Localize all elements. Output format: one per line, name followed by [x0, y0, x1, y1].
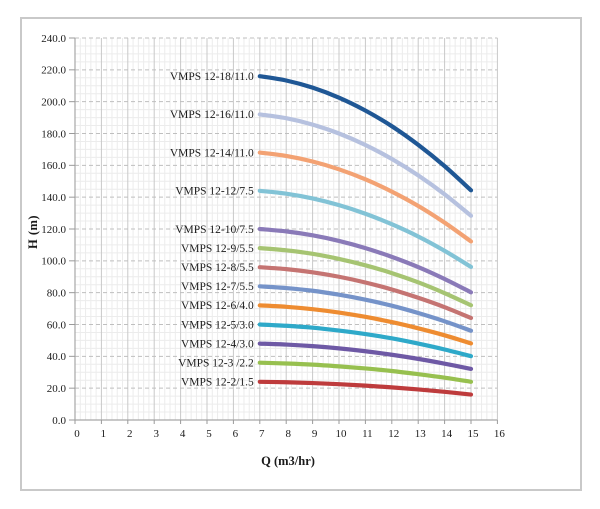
- curve-vmps-12-4-3-0: [257, 341, 474, 372]
- curve-vmps-12-18-11-0: [257, 74, 474, 193]
- series-label-vmps-12-6-4-0: VMPS 12-6/4.0: [181, 300, 254, 312]
- x-tick-label: 7: [259, 428, 265, 440]
- y-tick-label: 140.0: [41, 192, 66, 204]
- x-tick-label: 6: [233, 428, 239, 440]
- y-tick-label: 180.0: [41, 128, 66, 140]
- x-tick-label: 3: [153, 428, 159, 440]
- x-axis-title: Q (m3/hr): [261, 454, 315, 468]
- y-tick-label: 60.0: [47, 319, 67, 331]
- x-tick-label: 8: [285, 428, 291, 440]
- series-label-vmps-12-10-7-5: VMPS 12-10/7.5: [175, 224, 254, 236]
- curve-vmps-12-9-5-5: [257, 246, 474, 308]
- curve-vmps-12-14-11-0: [257, 150, 474, 244]
- y-tick-label: 0.0: [52, 415, 66, 427]
- series-label-vmps-12-7-5-5: VMPS 12-7/5.5: [181, 281, 254, 293]
- x-tick-label: 13: [415, 428, 427, 440]
- series-label-vmps-12-18-11-0: VMPS 12-18/11.0: [170, 71, 254, 83]
- y-tick-label: 220.0: [41, 65, 66, 77]
- series-label-vmps-12-16-11-0: VMPS 12-16/11.0: [170, 109, 254, 121]
- x-tick-label: 0: [74, 428, 80, 440]
- x-tick-label: 11: [362, 428, 373, 440]
- y-tick-label: 200.0: [41, 96, 66, 108]
- series-label-vmps-12-8-5-5: VMPS 12-8/5.5: [181, 262, 254, 274]
- series-labels-layer: VMPS 12-18/11.0 VMPS 12-16/11.0 VMPS 12-14…: [170, 71, 254, 389]
- x-tick-label: 9: [312, 428, 318, 440]
- y-tick-label: 80.0: [47, 287, 67, 299]
- series-label-vmps-12-12-7-5: VMPS 12-12/7.5: [175, 186, 254, 198]
- curve-vmps-12-16-11-0: [257, 112, 474, 218]
- x-tick-label: 2: [127, 428, 133, 440]
- x-tick-label: 5: [206, 428, 212, 440]
- curve-vmps-12-2-1-5: [257, 379, 474, 397]
- curve-vmps-12-6-4-0: [257, 303, 474, 346]
- curve-vmps-12-12-7-5: [257, 188, 474, 269]
- curve-vmps-12-8-5-5: [257, 265, 474, 321]
- x-tick-label: 16: [494, 428, 506, 440]
- curve-vmps-12-10-7-5: [257, 226, 474, 295]
- x-tick-label: 14: [441, 428, 453, 440]
- x-tick-label: 15: [468, 428, 480, 440]
- y-tick-label: 20.0: [47, 383, 67, 395]
- x-tick-label: 10: [336, 428, 348, 440]
- axes-layer: 0.0 20.0 40.0 60.0 80.0 100.0 120.0 140.0 160.0 1…: [41, 33, 505, 440]
- series-label-vmps-12-2-1-5: VMPS 12-2/1.5: [181, 377, 254, 389]
- x-tick-label: 12: [388, 428, 399, 440]
- y-axis-title: H (m): [26, 214, 40, 250]
- series-label-vmps-12-9-5-5: VMPS 12-9/5.5: [181, 243, 254, 255]
- y-tick-label: 240.0: [41, 33, 66, 45]
- series-label-vmps-12-3-2-2: VMPS 12-3 /2.2: [178, 358, 254, 370]
- curves-layer: [257, 74, 474, 397]
- x-tick-label: 4: [180, 428, 186, 440]
- y-tick-label: 40.0: [47, 351, 67, 363]
- curve-vmps-12-5-3-0: [257, 322, 474, 359]
- series-label-vmps-12-14-11-0: VMPS 12-14/11.0: [170, 147, 254, 159]
- series-label-vmps-12-5-3-0: VMPS 12-5/3.0: [181, 319, 254, 331]
- y-tick-label: 160.0: [41, 160, 66, 172]
- x-tick-label: 1: [101, 428, 107, 440]
- y-tick-label: 120.0: [41, 224, 66, 236]
- curve-vmps-12-7-5-5: [257, 284, 474, 333]
- y-tick-label: 100.0: [41, 256, 66, 268]
- curve-vmps-12-3-2-2: [257, 360, 474, 384]
- series-label-vmps-12-4-3-0: VMPS 12-4/3.0: [181, 338, 254, 350]
